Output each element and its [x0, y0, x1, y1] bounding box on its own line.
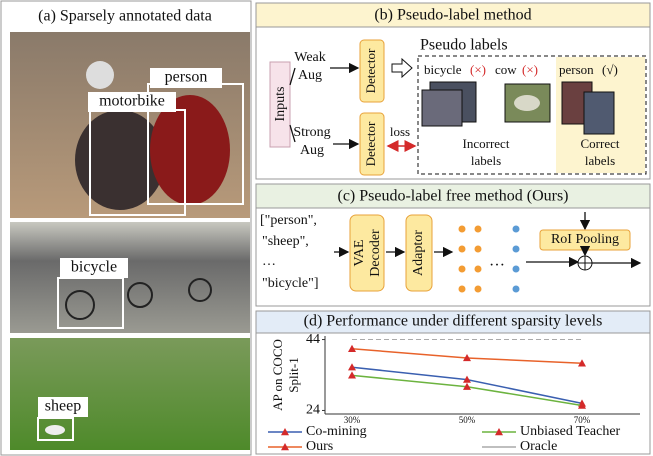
- aug-label: Strong: [293, 125, 330, 140]
- mark-right: (√): [602, 62, 618, 77]
- mark-wrong: (×): [470, 62, 486, 77]
- panel-d: (d) Performance under different sparsity…: [256, 311, 650, 454]
- panel-title: (c) Pseudo-label free method (Ours): [337, 188, 568, 205]
- y-axis-label: AP on COCO: [270, 339, 285, 411]
- figure: (a) Sparsely annotated data person motor…: [0, 0, 653, 456]
- photo-detail: [86, 61, 114, 89]
- class-label: cow: [495, 62, 517, 77]
- panel-title: (a) Sparsely annotated data: [38, 8, 212, 25]
- label: bicycle: [71, 259, 117, 276]
- class-label: person: [559, 62, 594, 77]
- label: sheep: [45, 398, 81, 415]
- y-tick-label: 44: [306, 332, 320, 347]
- panel-title: (b) Pseudo-label method: [374, 7, 531, 24]
- feature-dots: [513, 226, 520, 293]
- photo-detail: [45, 425, 65, 435]
- panel-c: (c) Pseudo-label free method (Ours) ["pe…: [256, 184, 650, 306]
- label: person: [165, 69, 208, 86]
- ellipsis: …: [489, 253, 505, 270]
- pseudo-labels-title: Pseudo labels: [420, 37, 508, 54]
- group-label: labels: [585, 153, 615, 168]
- adaptor-label: Adaptor: [411, 230, 426, 276]
- hollow-arrow: [392, 59, 412, 77]
- connector: [290, 68, 295, 85]
- aug-label: Weak: [294, 50, 326, 65]
- prompt: …: [262, 254, 276, 269]
- legend-label: Unbiased Teacher: [520, 424, 621, 439]
- prompt: "bicycle"]: [262, 276, 319, 291]
- feature-dots: [459, 226, 482, 293]
- class-label: bicycle: [424, 62, 462, 77]
- thumb: [422, 90, 462, 126]
- prompt: ["person",: [260, 213, 317, 228]
- thumb: [584, 92, 614, 134]
- vae-label: Decoder: [368, 229, 383, 277]
- detector-label: Detector: [363, 48, 378, 93]
- vae-label: VAE: [352, 240, 367, 267]
- roi-label: RoI Pooling: [551, 232, 619, 247]
- mark-wrong: (×): [522, 62, 538, 77]
- group-label: Incorrect: [463, 136, 510, 151]
- y-tick-label: 24: [306, 403, 320, 418]
- group-label: labels: [471, 153, 501, 168]
- legend-label: Co-mining: [306, 424, 367, 439]
- panel-b: (b) Pseudo-label method Inputs Weak Aug …: [256, 3, 650, 179]
- legend-label: Oracle: [520, 439, 557, 454]
- photo: [10, 338, 250, 450]
- prompt: "sheep",: [262, 234, 309, 249]
- legend-label: Ours: [306, 439, 333, 454]
- group-label: Correct: [581, 136, 620, 151]
- loss-label: loss: [390, 124, 410, 139]
- detector-label: Detector: [363, 121, 378, 166]
- x-tick-label: 50%: [459, 415, 476, 425]
- aug-label: Aug: [300, 143, 324, 158]
- panel-title: (d) Performance under different sparsity…: [304, 313, 603, 330]
- photo: [10, 222, 250, 333]
- aug-label: Aug: [298, 68, 322, 83]
- label: motorbike: [99, 93, 165, 110]
- panel-a: (a) Sparsely annotated data person motor…: [1, 1, 251, 455]
- photo-detail: [514, 95, 540, 111]
- inputs-label: Inputs: [273, 87, 288, 122]
- y-axis-label: Split-1: [286, 357, 301, 392]
